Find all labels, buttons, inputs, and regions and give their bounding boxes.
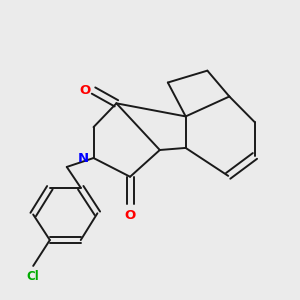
Text: Cl: Cl [27,270,40,284]
Text: O: O [79,84,91,97]
Text: N: N [78,152,89,164]
Text: O: O [124,209,136,222]
